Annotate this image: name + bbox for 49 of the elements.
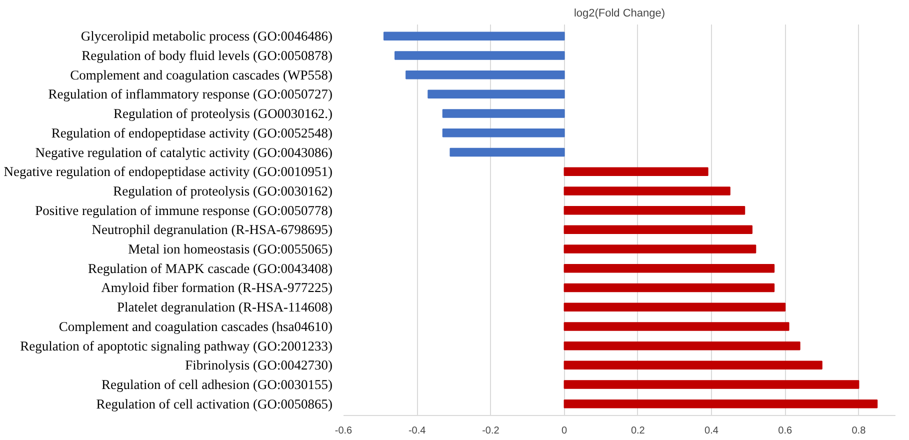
bar <box>564 283 775 292</box>
y-tick-label: Complement and coagulation cascades (WP558) <box>70 67 332 82</box>
bar <box>428 90 565 99</box>
x-tick-label: 0 <box>562 426 568 436</box>
bar <box>564 225 752 234</box>
bar <box>564 302 786 312</box>
bar <box>450 148 565 157</box>
bar <box>564 206 746 215</box>
y-tick-label: Regulation of proteolysis (GO:0030162) <box>113 183 333 198</box>
y-tick-label: Regulation of apoptotic signaling pathway (GO:2001233) <box>20 338 333 354</box>
bar <box>442 128 565 138</box>
x-tick-label: 0.4 <box>704 426 719 436</box>
y-tick-label: Regulation of proteolysis (GO0030162.) <box>114 106 333 122</box>
bar <box>383 32 565 40</box>
y-tick-label: Negative regulation of endopeptidase activity (GO:0010951) <box>4 164 332 180</box>
x-tick-label: -0.6 <box>334 426 353 436</box>
y-tick-label: Regulation of endopeptidase activity (GO:0052548) <box>51 125 332 140</box>
y-tick-label: Platelet degranulation (R-HSA-114608) <box>117 300 332 315</box>
bar <box>442 109 565 118</box>
bar <box>564 322 790 331</box>
bar <box>564 244 756 254</box>
bar <box>406 70 565 80</box>
y-tick-label: Regulation of cell activation (GO:0050865) <box>96 396 333 412</box>
bar <box>394 51 565 60</box>
y-tick-label: Complement and coagulation cascades (hsa04610) <box>58 318 333 334</box>
bar <box>564 400 878 408</box>
x-tick-label: 0.2 <box>630 426 646 436</box>
y-tick-label: Regulation of inflammatory response (GO:0050727) <box>48 86 333 102</box>
bar <box>564 380 860 389</box>
bar <box>564 360 822 370</box>
y-tick-label: Regulation of MAPK cascade (GO:0043408) <box>88 260 333 276</box>
bar <box>564 186 730 196</box>
y-tick-label: Fibrinolysis (GO:0042730) <box>185 358 333 373</box>
x-tick-label: 0.8 <box>852 426 866 436</box>
x-tick-label: 0.6 <box>778 426 792 436</box>
y-tick-label: Amyloid fiber formation (R-HSA-977225) <box>101 280 333 296</box>
y-tick-label: Neutrophil degranulation (R-HSA-6798695) <box>92 222 333 238</box>
y-tick-label: Positive regulation of immune response (GO:0050778) <box>35 202 333 218</box>
y-tick-label: Regulation of body fluid levels (GO:0050878) <box>82 48 333 63</box>
y-tick-label: Glycerolipid metabolic process (GO:0046486) <box>80 28 333 44</box>
bar <box>564 264 775 273</box>
bar <box>564 167 708 176</box>
x-tick-label: -0.2 <box>482 426 500 436</box>
bar <box>564 341 800 350</box>
x-tick-label: -0.4 <box>408 426 426 436</box>
y-tick-label: Regulation of cell adhesion (GO:0030155) <box>102 377 333 392</box>
y-tick-label: Negative regulation of catalytic activity (GO:0043086) <box>35 144 333 160</box>
y-tick-label: Metal ion homeostasis (GO:0055065) <box>128 242 333 257</box>
chart-title: log2(Fold Change) <box>574 8 666 20</box>
